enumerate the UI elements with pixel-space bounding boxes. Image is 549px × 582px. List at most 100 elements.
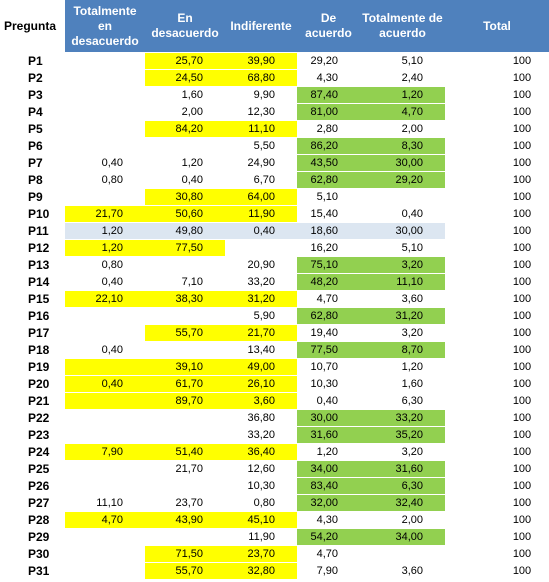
cell: 6,70 — [225, 171, 297, 189]
table-row: P16 5,90 62,80 31,20 100 — [0, 307, 549, 325]
question-label: P27 — [0, 494, 65, 512]
cell: 0,40 — [360, 205, 445, 223]
cell: 3,20 — [360, 324, 445, 342]
cell: 18,60 — [297, 222, 360, 240]
cell: 3,60 — [360, 290, 445, 308]
cell: 33,20 — [360, 409, 445, 427]
column-header: Total — [445, 0, 549, 53]
cell: 61,70 — [145, 375, 225, 393]
table-row: P27 11,10 23,70 0,80 32,00 32,40 100 — [0, 494, 549, 512]
cell: 0,40 — [65, 154, 145, 172]
cell — [145, 528, 225, 546]
cell: 100 — [445, 120, 549, 138]
cell: 21,70 — [145, 460, 225, 478]
question-label: P2 — [0, 69, 65, 87]
cell: 0,40 — [225, 222, 297, 240]
cell — [65, 358, 145, 376]
cell — [65, 562, 145, 580]
cell: 16,20 — [297, 239, 360, 257]
cell: 89,70 — [145, 392, 225, 410]
cell: 49,00 — [225, 358, 297, 376]
cell: 100 — [445, 239, 549, 257]
cell: 36,40 — [225, 443, 297, 461]
question-label: P25 — [0, 460, 65, 478]
cell — [145, 137, 225, 155]
cell: 100 — [445, 171, 549, 189]
cell: 8,70 — [360, 341, 445, 359]
table-row: P21 89,70 3,60 0,40 6,30 100 — [0, 392, 549, 410]
cell: 3,60 — [225, 392, 297, 410]
cell: 0,80 — [65, 171, 145, 189]
column-header: En desacuerdo — [145, 0, 225, 53]
cell: 1,20 — [360, 86, 445, 104]
table-row: P13 0,80 20,90 75,10 3,20 100 — [0, 256, 549, 274]
cell: 11,10 — [65, 494, 145, 512]
cell: 35,20 — [360, 426, 445, 444]
question-label: P24 — [0, 443, 65, 461]
table-row: P17 55,70 21,70 19,40 3,20 100 — [0, 324, 549, 342]
cell — [65, 103, 145, 121]
cell: 30,80 — [145, 188, 225, 206]
cell: 100 — [445, 86, 549, 104]
table-row: P29 11,90 54,20 34,00 100 — [0, 528, 549, 546]
cell: 30,00 — [360, 154, 445, 172]
cell: 0,40 — [65, 341, 145, 359]
cell: 1,60 — [145, 86, 225, 104]
cell: 0,80 — [65, 256, 145, 274]
cell: 19,40 — [297, 324, 360, 342]
cell: 9,90 — [225, 86, 297, 104]
question-label: P17 — [0, 324, 65, 342]
table-row: P31 55,70 32,80 7,90 3,60 100 — [0, 562, 549, 580]
cell: 3,20 — [360, 256, 445, 274]
cell: 62,80 — [297, 171, 360, 189]
cell: 5,10 — [360, 52, 445, 70]
cell: 33,20 — [225, 273, 297, 291]
question-label: P22 — [0, 409, 65, 427]
cell: 54,20 — [297, 528, 360, 546]
cell: 100 — [445, 324, 549, 342]
cell — [65, 137, 145, 155]
cell — [65, 52, 145, 70]
cell: 13,40 — [225, 341, 297, 359]
question-label: P11 — [0, 222, 65, 240]
cell: 100 — [445, 358, 549, 376]
cell — [145, 256, 225, 274]
cell: 83,40 — [297, 477, 360, 495]
cell: 4,70 — [297, 545, 360, 563]
cell — [65, 392, 145, 410]
cell: 21,70 — [225, 324, 297, 342]
cell: 1,20 — [145, 154, 225, 172]
question-label: P8 — [0, 171, 65, 189]
question-label: P29 — [0, 528, 65, 546]
cell: 3,60 — [360, 562, 445, 580]
cell: 38,30 — [145, 290, 225, 308]
column-header: Indiferente — [225, 0, 297, 53]
table-row: P28 4,70 43,90 45,10 4,30 2,00 100 — [0, 511, 549, 529]
cell: 100 — [445, 341, 549, 359]
cell: 100 — [445, 545, 549, 563]
cell: 100 — [445, 562, 549, 580]
cell: 26,10 — [225, 375, 297, 393]
cell: 55,70 — [145, 562, 225, 580]
cell: 0,40 — [65, 273, 145, 291]
cell: 20,90 — [225, 256, 297, 274]
cell: 31,20 — [360, 307, 445, 325]
question-label: P9 — [0, 188, 65, 206]
table-row: P26 10,30 83,40 6,30 100 — [0, 477, 549, 495]
cell: 22,10 — [65, 290, 145, 308]
cell: 34,00 — [297, 460, 360, 478]
cell — [65, 69, 145, 87]
cell: 51,40 — [145, 443, 225, 461]
cell — [65, 307, 145, 325]
header-row: Pregunta Totalmente en desacuerdo En desac… — [0, 0, 549, 53]
cell: 31,20 — [225, 290, 297, 308]
cell: 100 — [445, 205, 549, 223]
cell: 8,30 — [360, 137, 445, 155]
table-row: P25 21,70 12,60 34,00 31,60 100 — [0, 460, 549, 478]
cell: 10,30 — [225, 477, 297, 495]
cell: 4,70 — [360, 103, 445, 121]
cell: 2,00 — [360, 511, 445, 529]
cell — [145, 426, 225, 444]
cell — [65, 528, 145, 546]
